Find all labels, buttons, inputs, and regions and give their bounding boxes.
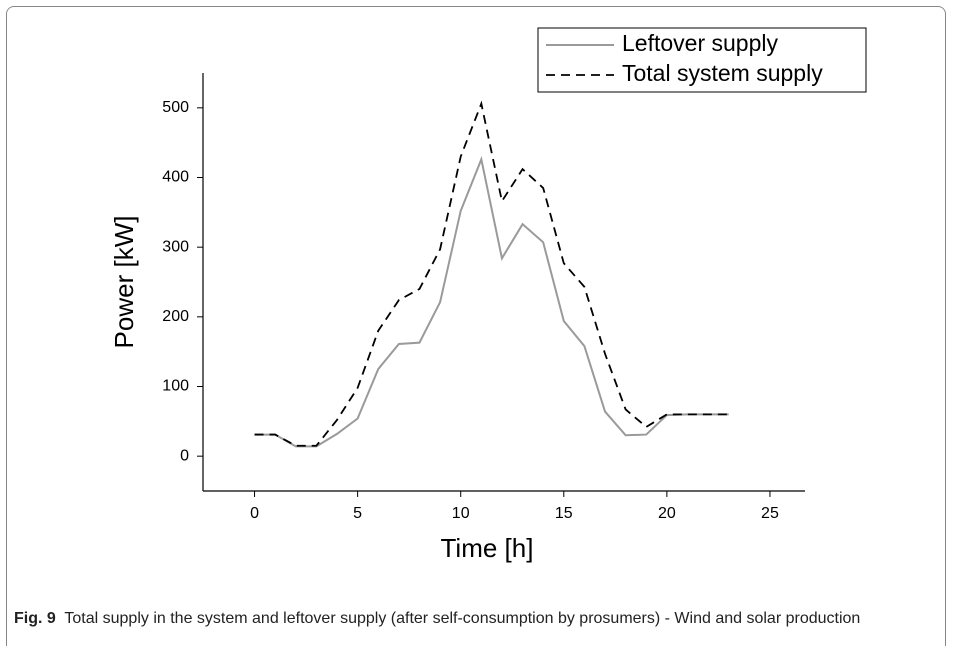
x-tick-label: 15 [555,505,573,522]
figure-frame [6,6,946,646]
caption-label: Fig. 9 [14,610,56,627]
caption-text: Total supply in the system and leftover … [64,610,861,627]
y-tick-label: 300 [162,238,189,255]
y-tick-label: 200 [162,308,189,325]
x-axis-label: Time [h] [441,533,534,563]
caption: Fig. 9 Total supply in the system and le… [14,608,944,630]
legend-box [537,27,867,93]
chart: Time [h] Power [kW] 0 5 10 15 20 25 0 100 200 300… [109,27,867,563]
y-tick-label: 100 [162,378,189,395]
y-tick-label: 0 [180,447,189,464]
legend-label: Leftover supply [622,30,778,56]
y-tick-label: 400 [162,169,189,186]
x-tick-label: 0 [250,505,259,522]
series-line [254,100,729,447]
x-tick-label: 25 [761,505,779,522]
y-axis-label: Power [kW] [109,216,139,349]
legend-label: Total system supply [622,60,823,86]
x-tick-label: 20 [658,505,676,522]
series-line [254,155,729,448]
y-tick-label: 500 [162,99,189,116]
x-tick-label: 10 [452,505,470,522]
x-tick-label: 5 [353,505,362,522]
